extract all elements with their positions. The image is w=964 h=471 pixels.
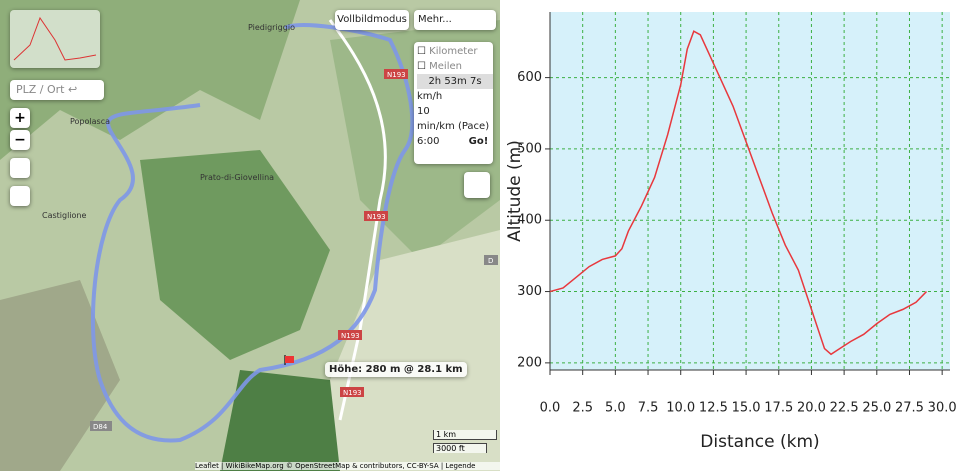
- x-tick-label: 30.0: [928, 401, 957, 416]
- place-label: Prato-di-Giovellina: [200, 173, 274, 182]
- road-label: N193: [387, 71, 406, 79]
- x-tick-label: 25.0: [862, 401, 891, 416]
- scale-imperial: 3000 ft: [433, 443, 487, 453]
- layers-button[interactable]: [464, 172, 490, 198]
- x-tick-label: 2.5: [572, 401, 593, 416]
- zoom-in[interactable]: +: [10, 108, 30, 128]
- x-tick-label: 0.0: [540, 401, 561, 416]
- mile-option[interactable]: ☐ Meilen: [417, 61, 462, 72]
- road-label: N193: [367, 213, 386, 221]
- y-tick-label: 300: [517, 284, 542, 299]
- scale-metric: 1 km: [433, 430, 497, 440]
- search-box[interactable]: PLZ / Ort ↩: [10, 80, 104, 100]
- duration: 2h 53m 7s: [417, 74, 493, 89]
- road-label: D84: [93, 423, 108, 431]
- attribution: Leaflet | WikiBikeMap.org © OpenStreetMa…: [195, 462, 500, 470]
- elevation-chart: Distance (km) Altitude (m) 0.0 2.5 5.0 7.5 1…: [505, 12, 957, 452]
- go-button[interactable]: Go!: [468, 136, 489, 147]
- speed-panel: ☐ Kilometer ☐ Meilen 2h 53m 7s km/h 10 m…: [414, 42, 493, 164]
- place-label: Piedigriggio: [248, 23, 295, 32]
- fit-button[interactable]: [10, 158, 30, 178]
- elevation-tooltip: Höhe: 280 m @ 28.1 km: [325, 362, 467, 377]
- minimap-line: [13, 16, 97, 61]
- pace-label: min/km (Pace): [417, 121, 490, 132]
- x-tick-label: 10.0: [666, 401, 695, 416]
- pace-input[interactable]: 6:00: [417, 136, 440, 147]
- road-label: N193: [343, 389, 362, 397]
- x-tick-label: 17.5: [764, 401, 793, 416]
- road-label: N193: [341, 332, 360, 340]
- y-tick-label: 600: [517, 70, 542, 85]
- zoom-out[interactable]: −: [10, 130, 30, 150]
- place-label: Popolasca: [70, 117, 110, 126]
- place-label: Castiglione: [42, 211, 87, 220]
- x-tick-label: 27.5: [895, 401, 924, 416]
- mile-label: Meilen: [429, 61, 462, 72]
- y-axis-title: Altitude (m): [505, 140, 525, 242]
- x-tick-label: 22.5: [830, 401, 859, 416]
- x-tick-label: 5.0: [605, 401, 626, 416]
- y-tick-label: 400: [517, 213, 542, 228]
- y-tick-label: 500: [517, 141, 542, 156]
- locate-button[interactable]: [10, 186, 30, 206]
- km-label: Kilometer: [429, 46, 478, 57]
- plot-area: [550, 12, 950, 370]
- search-placeholder: PLZ / Ort ↩: [16, 83, 78, 96]
- speed-label: km/h: [417, 91, 443, 102]
- speed-input[interactable]: 10: [417, 106, 430, 117]
- fullscreen-button[interactable]: Vollbildmodus: [335, 10, 409, 30]
- x-tick-label: 15.0: [732, 401, 761, 416]
- pace-row: 6:00 Go!: [417, 134, 493, 149]
- road-shields: N193 N193 N193 N193 D84 D: [90, 69, 498, 431]
- elevation-line: [549, 30, 928, 356]
- x-axis-title: Distance (km): [700, 432, 819, 452]
- km-option[interactable]: ☐ Kilometer: [417, 46, 478, 57]
- more-button[interactable]: Mehr...: [414, 10, 496, 30]
- minimap[interactable]: [10, 10, 100, 68]
- x-tick-label: 7.5: [638, 401, 659, 416]
- x-tick-label: 12.5: [699, 401, 728, 416]
- x-tick-label: 20.0: [797, 401, 826, 416]
- map: Piedigriggio Popolasca Prato-di-Giovelli…: [0, 0, 500, 471]
- road-label: D: [488, 257, 493, 265]
- y-tick-label: 200: [517, 355, 542, 370]
